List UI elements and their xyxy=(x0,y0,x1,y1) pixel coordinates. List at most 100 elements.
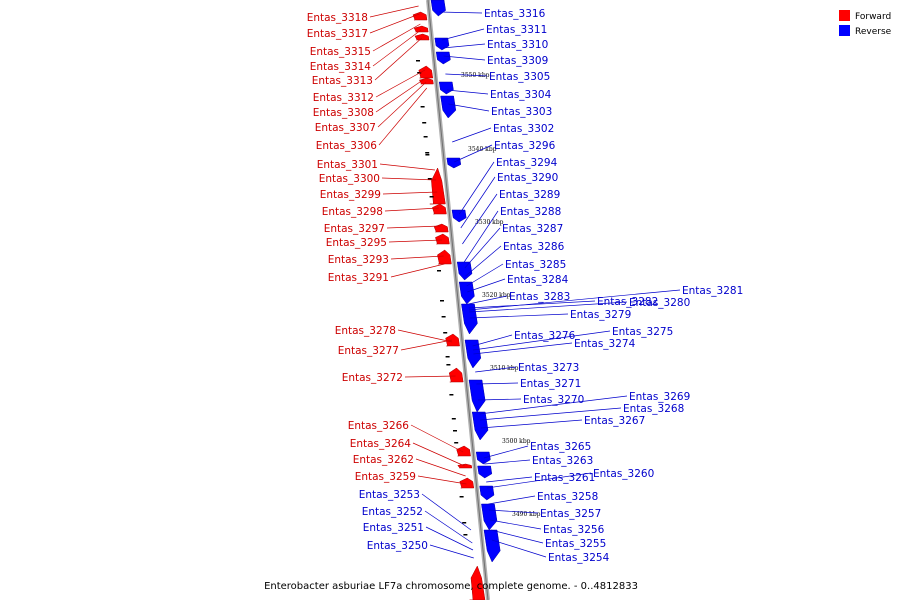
gene-label[interactable]: Entas_3301 xyxy=(317,159,378,171)
gene-label[interactable]: Entas_3257 xyxy=(540,508,601,520)
leader-line xyxy=(388,239,443,243)
gene-label[interactable]: Entas_3304 xyxy=(490,89,552,101)
gene-label[interactable]: Entas_3273 xyxy=(518,362,579,374)
gene-label[interactable]: Entas_3260 xyxy=(593,468,654,480)
gene-label[interactable]: Entas_3303 xyxy=(491,106,552,118)
gene-label[interactable]: Entas_3302 xyxy=(493,123,554,135)
gene-label[interactable]: Entas_3272 xyxy=(342,372,403,384)
axis-marker xyxy=(422,122,427,124)
gene-label[interactable]: Entas_3267 xyxy=(584,415,645,427)
gene-label[interactable]: Entas_3281 xyxy=(682,285,743,297)
gene-label[interactable]: Entas_3318 xyxy=(307,12,368,24)
leader-line xyxy=(475,366,517,373)
leader-line xyxy=(417,475,467,485)
gene-label[interactable]: Entas_3268 xyxy=(623,403,684,415)
gene-label[interactable]: Entas_3261 xyxy=(534,472,595,484)
gene-label[interactable]: Entas_3294 xyxy=(496,157,558,169)
gene-label[interactable]: Entas_3271 xyxy=(520,378,581,390)
gene-label[interactable]: Entas_3270 xyxy=(523,394,584,406)
gene-label[interactable]: Entas_3298 xyxy=(322,206,383,218)
chromosome-axis xyxy=(426,0,490,600)
gene-label[interactable]: Entas_3291 xyxy=(328,272,389,284)
leader-line xyxy=(377,81,427,128)
gene-label[interactable]: Entas_3317 xyxy=(307,28,368,40)
gene-label[interactable]: Entas_3315 xyxy=(310,46,371,58)
gene-label[interactable]: Entas_3305 xyxy=(489,71,550,83)
gene-label[interactable]: Entas_3308 xyxy=(313,107,374,119)
gene-label[interactable]: Entas_3296 xyxy=(494,140,556,152)
gene-label[interactable]: Entas_3258 xyxy=(537,491,598,503)
gene-label[interactable]: Entas_3269 xyxy=(629,391,690,403)
forward-gene-feature xyxy=(414,33,430,41)
gene-label[interactable]: Entas_3274 xyxy=(574,338,636,350)
gene-label[interactable]: Entas_3287 xyxy=(502,223,563,235)
gene-label[interactable]: Entas_3276 xyxy=(514,330,576,342)
kbp-tick: 3490 kbp xyxy=(512,511,541,518)
reverse-gene-feature xyxy=(461,303,478,335)
gene-label[interactable]: Entas_3264 xyxy=(350,438,412,450)
gene-label[interactable]: Entas_3307 xyxy=(315,122,376,134)
gene-label[interactable]: Entas_3254 xyxy=(548,552,610,564)
leader-line xyxy=(465,245,502,277)
leader-line xyxy=(483,445,529,459)
gene-label[interactable]: Entas_3250 xyxy=(367,540,428,552)
leader-line xyxy=(441,28,485,41)
gene-label[interactable]: Entas_3259 xyxy=(355,471,416,483)
axis-marker xyxy=(440,300,444,302)
gene-label[interactable]: Entas_3266 xyxy=(348,420,410,432)
gene-label[interactable]: Entas_3311 xyxy=(486,24,547,36)
gene-label[interactable]: Entas_3278 xyxy=(335,325,396,337)
leader-line xyxy=(424,510,473,544)
leader-line xyxy=(386,225,441,229)
gene-label[interactable]: Entas_3256 xyxy=(543,524,605,536)
gene-label[interactable]: Entas_3282 xyxy=(597,296,658,308)
gene-label[interactable]: Entas_3306 xyxy=(316,140,378,152)
gene-label[interactable]: Entas_3293 xyxy=(328,254,389,266)
leader-line xyxy=(460,176,496,229)
leader-line xyxy=(445,73,488,77)
gene-label[interactable]: Entas_3286 xyxy=(503,241,565,253)
gene-label[interactable]: Entas_3275 xyxy=(612,326,673,338)
leader-line xyxy=(466,263,504,287)
leader-line xyxy=(490,529,544,544)
gene-label[interactable]: Entas_3277 xyxy=(338,345,399,357)
leader-line xyxy=(381,177,437,181)
gene-label[interactable]: Entas_3280 xyxy=(629,297,690,309)
gene-label[interactable]: Entas_3299 xyxy=(320,189,381,201)
gene-label[interactable]: Entas_3316 xyxy=(484,8,546,20)
gene-label[interactable]: Entas_3255 xyxy=(545,538,606,550)
gene-label[interactable]: Entas_3263 xyxy=(532,455,593,467)
leader-line xyxy=(472,334,513,347)
gene-label[interactable]: Entas_3289 xyxy=(499,189,560,201)
gene-label[interactable]: Entas_3251 xyxy=(363,522,424,534)
gene-label[interactable]: Entas_3297 xyxy=(324,223,385,235)
leader-line xyxy=(467,278,506,293)
gene-label[interactable]: Entas_3310 xyxy=(487,39,548,51)
gene-label[interactable]: Entas_3283 xyxy=(509,291,570,303)
leader-line xyxy=(476,382,519,385)
gene-label[interactable]: Entas_3279 xyxy=(570,309,631,321)
gene-label[interactable]: Entas_3262 xyxy=(353,454,414,466)
gene-label[interactable]: Entas_3252 xyxy=(362,506,423,518)
axis-marker xyxy=(427,178,432,180)
gene-label[interactable]: Entas_3314 xyxy=(310,61,372,73)
chart-caption: Enterobacter asburiae LF7a chromosome, c… xyxy=(264,581,638,592)
gene-label[interactable]: Entas_3290 xyxy=(497,172,558,184)
gene-label[interactable]: Entas_3288 xyxy=(500,206,561,218)
label-leader-lines xyxy=(369,5,681,559)
gene-label[interactable]: Entas_3312 xyxy=(313,92,374,104)
gene-label[interactable]: Entas_3265 xyxy=(530,441,591,453)
gene-label[interactable]: Entas_3295 xyxy=(326,237,387,249)
axis-marker xyxy=(449,394,454,396)
leader-line xyxy=(429,544,474,559)
gene-label[interactable]: Entas_3285 xyxy=(505,259,566,271)
legend-reverse-swatch xyxy=(839,25,850,36)
reverse-gene-feature xyxy=(451,209,467,223)
gene-label[interactable]: Entas_3284 xyxy=(507,274,569,286)
gene-label[interactable]: Entas_3313 xyxy=(312,75,373,87)
gene-label[interactable]: Entas_3253 xyxy=(359,489,420,501)
gene-label[interactable]: Entas_3309 xyxy=(487,55,548,67)
gene-label[interactable]: Entas_3300 xyxy=(319,173,380,185)
leader-line xyxy=(469,301,628,313)
